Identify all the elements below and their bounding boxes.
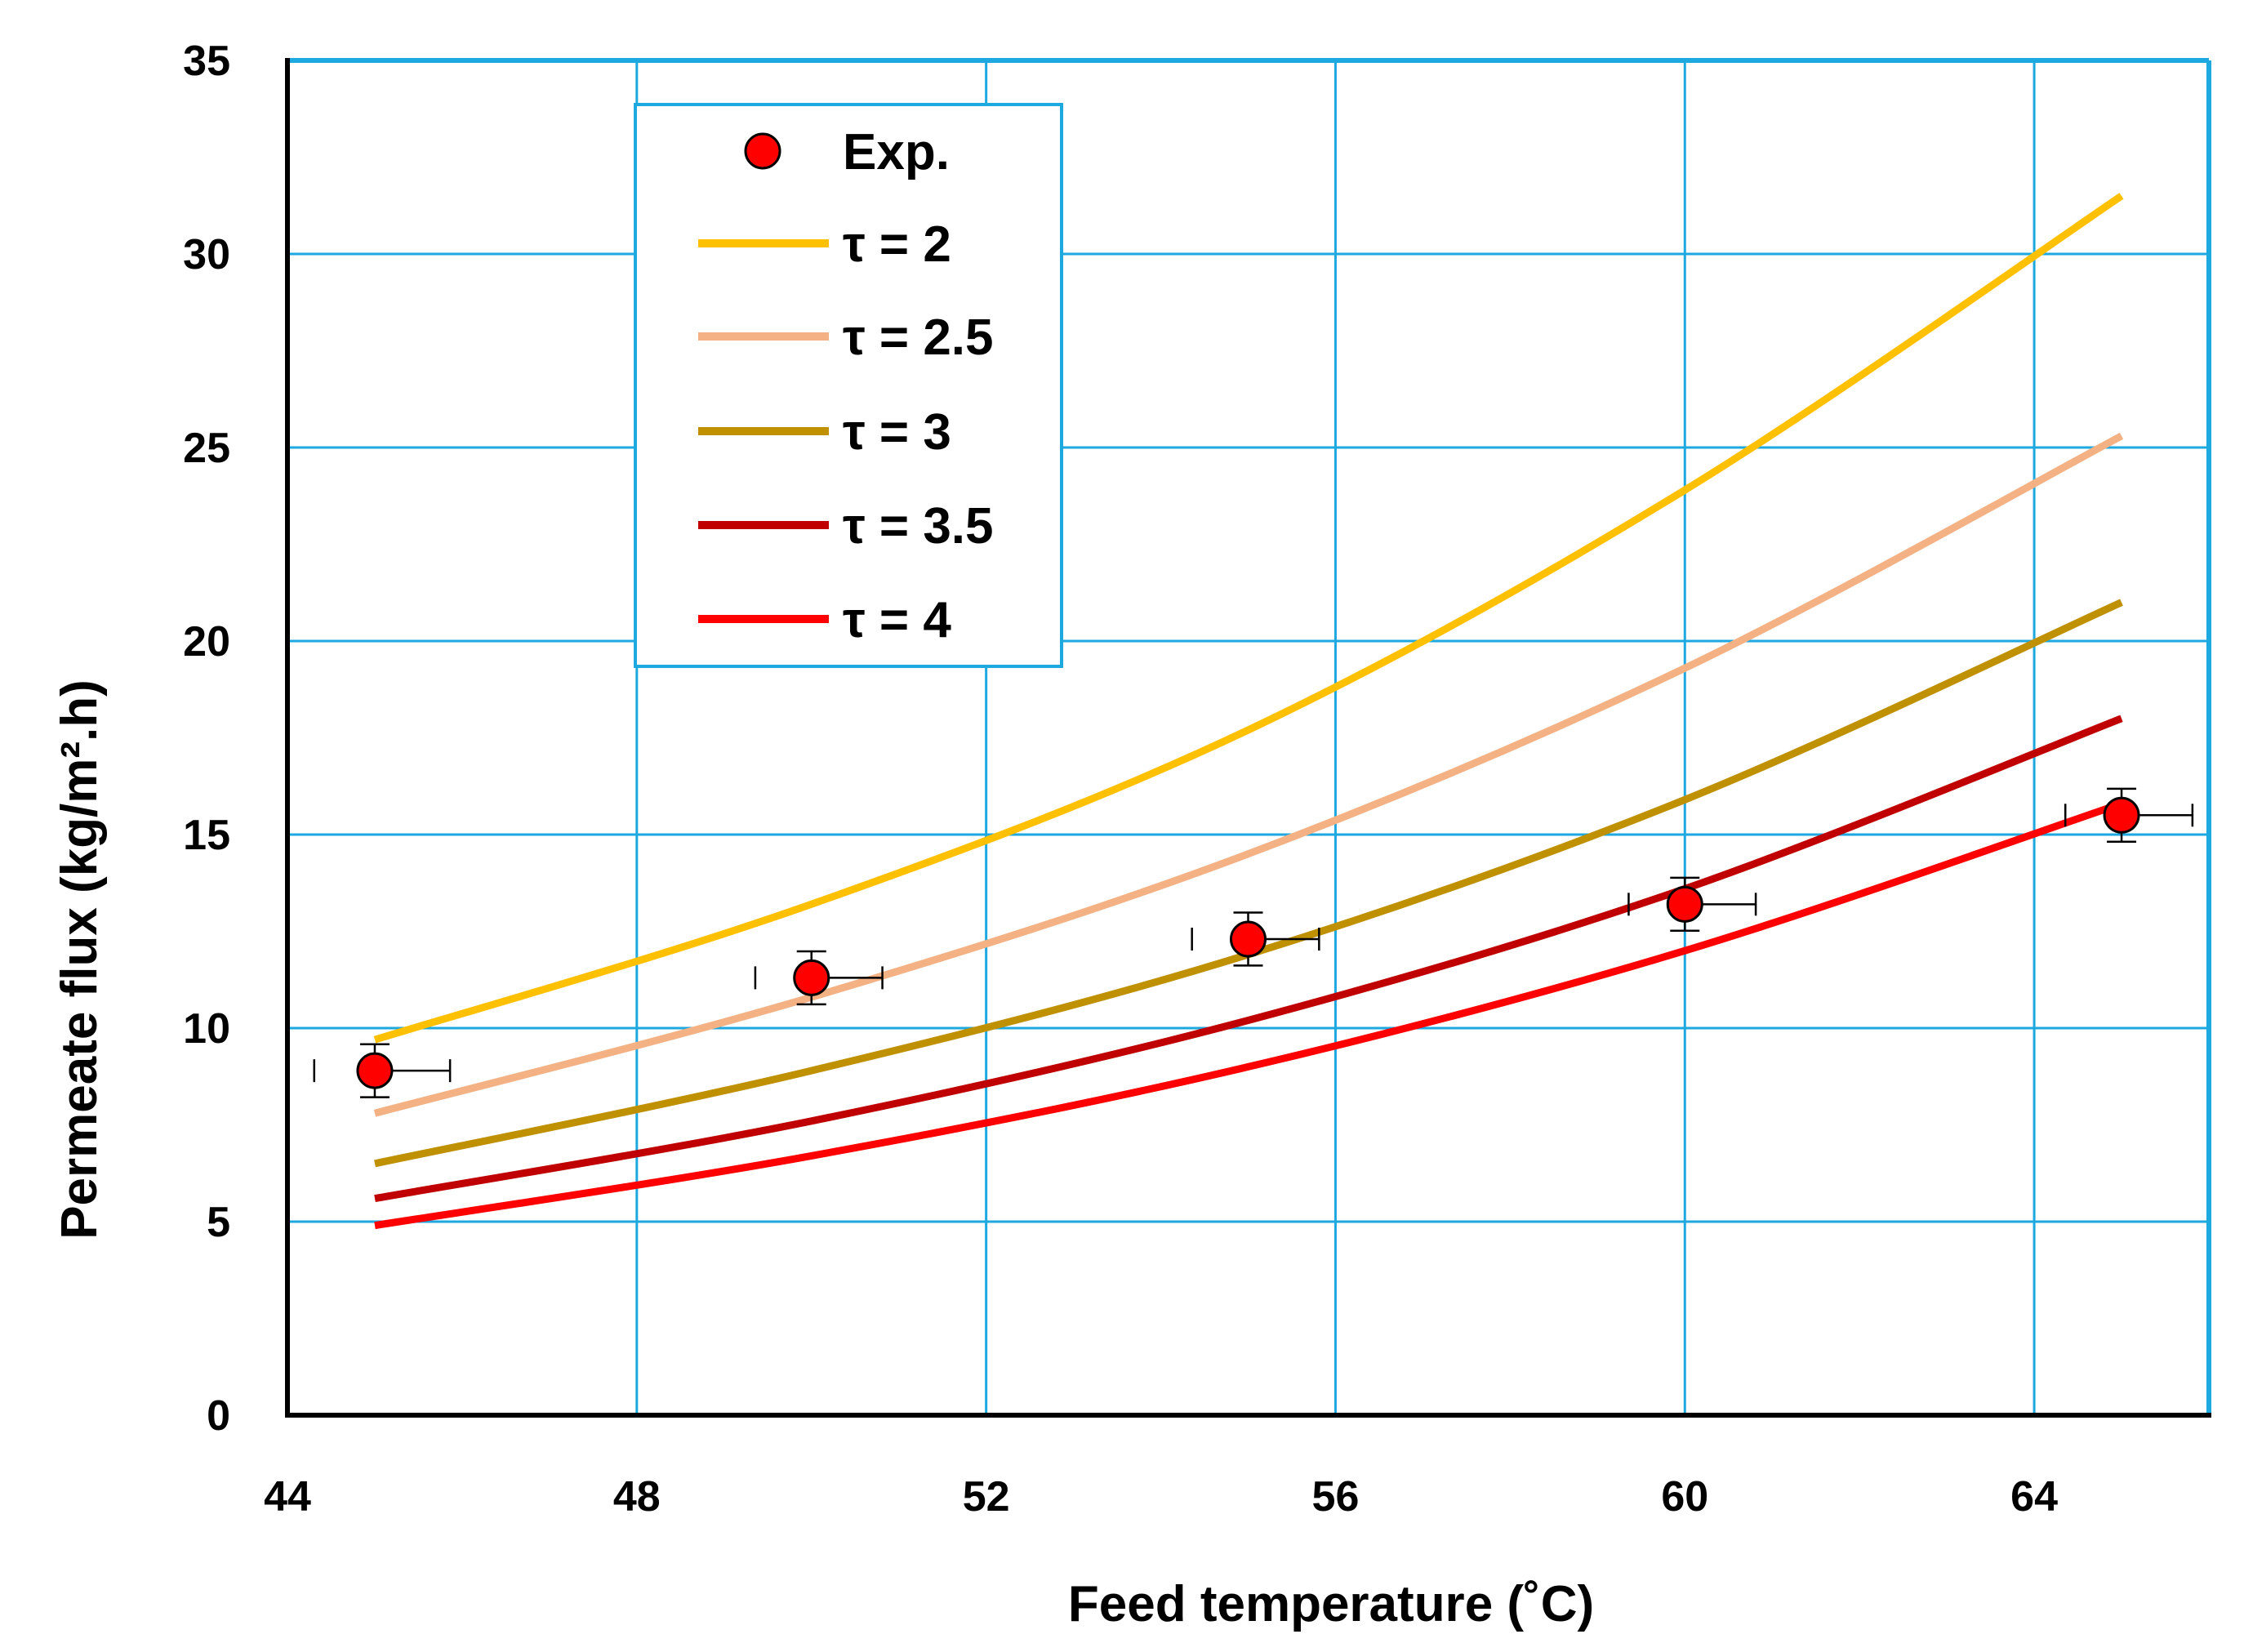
x-tick-label: 52 xyxy=(963,1473,1010,1521)
y-tick-label: 5 xyxy=(207,1199,230,1246)
y-tick-label: 25 xyxy=(183,425,230,472)
series-line-4 xyxy=(374,715,2123,1203)
y-tick-label: 20 xyxy=(183,618,230,666)
legend-label-1: τ = 2 xyxy=(843,216,951,273)
x-axis-title: Feed temperature (˚C) xyxy=(1068,1576,1594,1632)
exp-marker xyxy=(356,1052,394,1089)
exp-point xyxy=(1191,911,1320,967)
legend-label-2: τ = 2.5 xyxy=(843,309,994,366)
series-line-5 xyxy=(374,799,2123,1230)
axes xyxy=(285,58,2211,1418)
legend-label-3: τ = 3 xyxy=(843,404,951,461)
y-tick-label: 35 xyxy=(183,38,230,85)
exp-point xyxy=(754,950,884,1006)
legend-label-4: τ = 3.5 xyxy=(843,498,994,554)
exp-point xyxy=(313,1043,452,1098)
experimental-points xyxy=(313,787,2194,1098)
y-tick-label: 10 xyxy=(183,1005,230,1053)
x-tick-label: 64 xyxy=(2010,1473,2058,1521)
x-tick-label: 44 xyxy=(264,1473,311,1521)
y-axis-title: Permeate flux (kg/m².h) xyxy=(51,679,108,1240)
series-line-2 xyxy=(373,432,2124,1117)
legend-label-5: τ = 4 xyxy=(843,592,951,648)
y-tick-label: 30 xyxy=(183,231,230,278)
tick-labels: 44 48 52 56 60 64 0 5 10 15 20 25 30 35 xyxy=(183,38,2058,1521)
exp-marker xyxy=(2103,796,2140,834)
y-tick-label: 0 xyxy=(207,1392,230,1440)
x-tick-label: 56 xyxy=(1312,1473,1360,1521)
series-line-1 xyxy=(373,193,2124,1044)
grid xyxy=(287,59,2209,1415)
legend-label-exp: Exp. xyxy=(843,124,950,180)
legend-marker-exp xyxy=(744,132,781,170)
x-tick-label: 60 xyxy=(1661,1473,1708,1521)
legend-box xyxy=(634,103,1063,668)
series-layer xyxy=(373,193,2124,1230)
x-tick-label: 48 xyxy=(613,1473,661,1521)
exp-point xyxy=(1627,876,1757,933)
exp-point xyxy=(2064,787,2194,843)
exp-marker xyxy=(793,959,830,996)
y-tick-label: 15 xyxy=(183,812,230,859)
legend: Exp. τ = 2 τ = 2.5 τ = 3 τ = 3.5 τ = 4 xyxy=(634,103,1063,668)
exp-marker xyxy=(1666,885,1703,923)
exp-marker xyxy=(1230,920,1267,958)
